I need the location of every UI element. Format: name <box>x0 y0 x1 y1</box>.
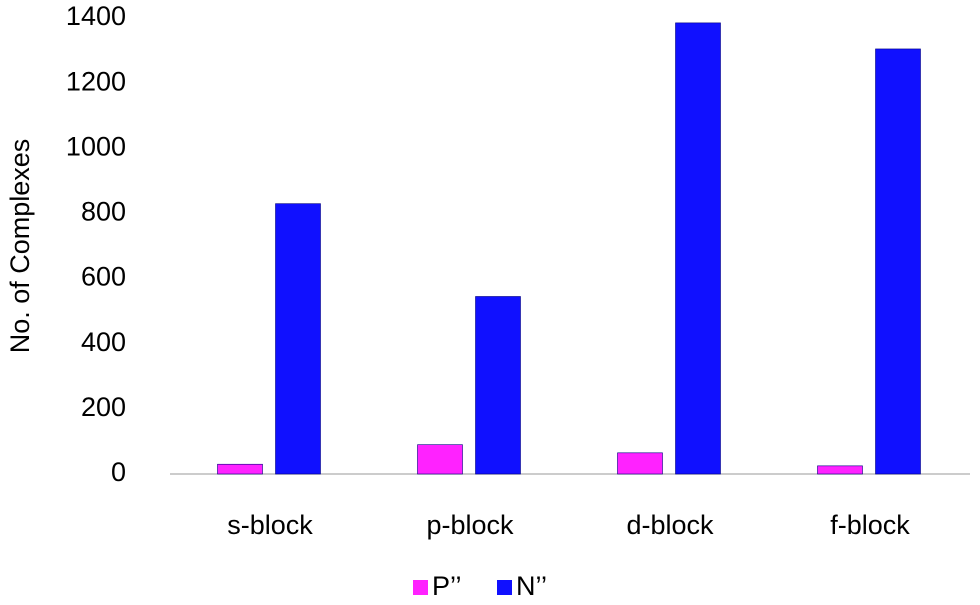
y-tick-label: 1000 <box>66 131 126 161</box>
y-tick-label: 1400 <box>66 1 126 31</box>
y-tick-label: 200 <box>81 392 126 422</box>
bar <box>617 452 663 475</box>
bar <box>475 296 521 475</box>
legend-label: N’’ <box>516 571 547 601</box>
bar <box>217 463 263 475</box>
bar <box>875 48 921 475</box>
y-tick-label: 1200 <box>66 66 126 96</box>
x-tick-label: s-block <box>227 510 313 540</box>
bar <box>817 465 863 475</box>
y-tick-label: 0 <box>111 457 126 487</box>
legend-swatch <box>497 580 512 595</box>
legend-swatch <box>413 580 428 595</box>
y-axis-label: No. of Complexes <box>5 139 35 354</box>
bar <box>675 22 721 475</box>
x-tick-label: p-block <box>426 510 514 540</box>
y-tick-label: 400 <box>81 327 126 357</box>
legend-label: P’’ <box>432 571 462 601</box>
bar <box>275 203 321 475</box>
x-tick-label: d-block <box>626 510 714 540</box>
x-tick-label: f-block <box>830 510 910 540</box>
y-tick-label: 800 <box>81 197 126 227</box>
bar <box>417 444 463 475</box>
y-tick-label: 600 <box>81 262 126 292</box>
